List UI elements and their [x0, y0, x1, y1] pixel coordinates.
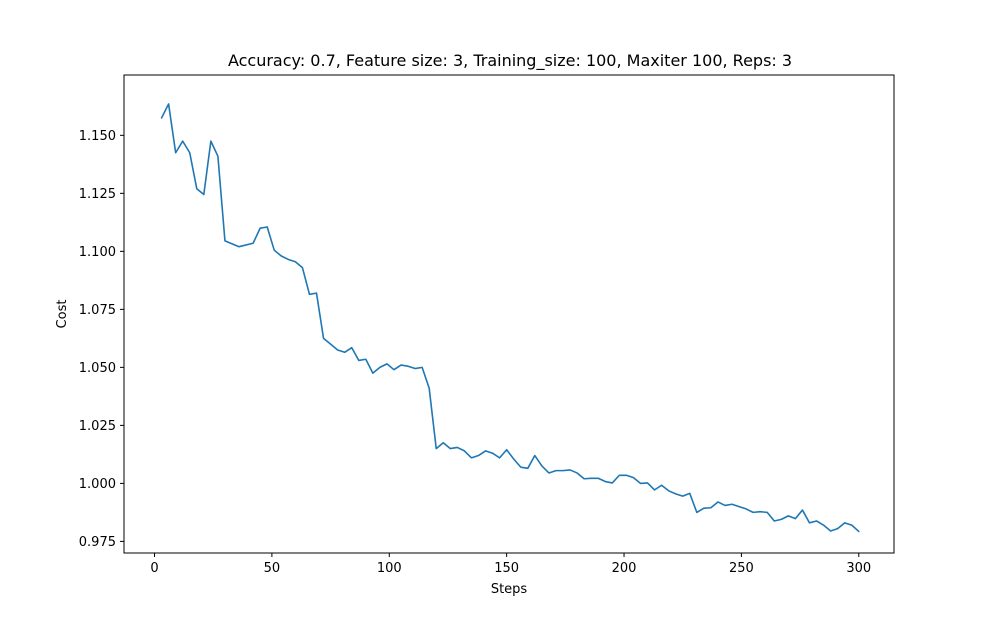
- y-tick-label: 0.975: [79, 535, 116, 550]
- chart-title: Accuracy: 0.7, Feature size: 3, Training…: [228, 51, 792, 71]
- x-tick-label: 150: [494, 561, 519, 576]
- y-tick-label: 1.125: [79, 187, 116, 202]
- x-tick-label: 250: [729, 561, 754, 576]
- y-tick-label: 1.150: [79, 129, 116, 144]
- x-tick-label: 0: [150, 561, 158, 576]
- y-tick-label: 1.075: [79, 303, 116, 318]
- plot-frame: [123, 74, 895, 554]
- series-line-0: [160, 103, 860, 533]
- x-axis-label: Steps: [491, 582, 528, 597]
- x-tick-label: 300: [846, 561, 871, 576]
- y-tick-label: 1.050: [79, 361, 116, 376]
- axis-ticks: 0 50 100 150 200 250 300 0.975 1.000 1.025 1.050 1.…: [79, 129, 871, 576]
- plot-area: [160, 103, 860, 533]
- x-tick-label: 50: [264, 561, 281, 576]
- x-tick-label: 100: [377, 561, 402, 576]
- y-tick-label: 1.025: [79, 419, 116, 434]
- y-axis-label: Cost: [55, 300, 70, 329]
- x-tick-label: 200: [612, 561, 637, 576]
- y-tick-label: 1.100: [79, 245, 116, 260]
- y-tick-label: 1.000: [79, 477, 116, 492]
